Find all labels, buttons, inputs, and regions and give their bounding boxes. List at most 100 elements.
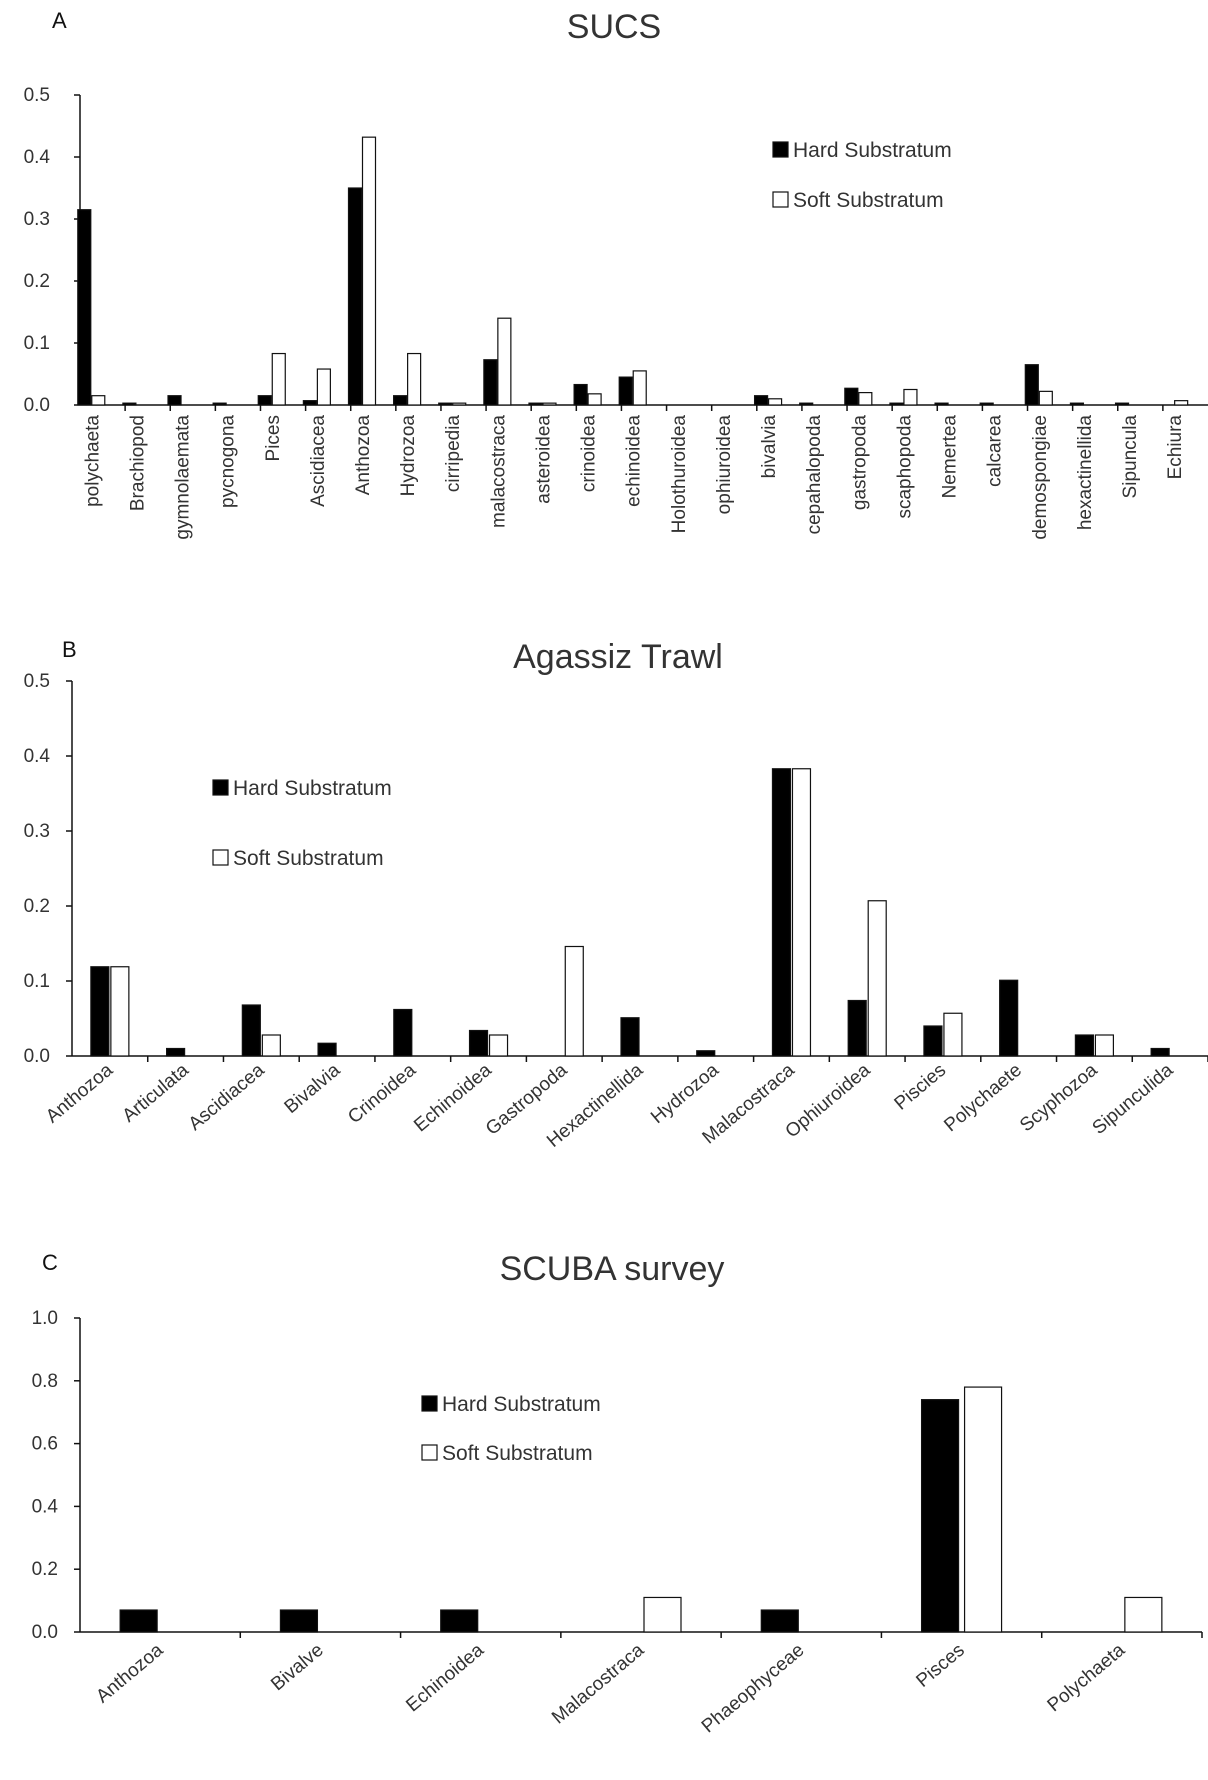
category-label: malacostraca — [488, 415, 509, 528]
bar-soft — [497, 317, 512, 406]
bar-soft — [1038, 390, 1053, 406]
y-tick-label: 0.1 — [24, 333, 50, 354]
y-tick-label: 0.0 — [24, 1046, 50, 1067]
category-label: Piscies — [891, 1060, 951, 1115]
category-label: Bivalvia — [281, 1059, 345, 1117]
category-label: hexactinellida — [1075, 415, 1096, 531]
category-label: Articulata — [119, 1059, 194, 1126]
bar-hard — [317, 1042, 337, 1057]
bar-soft — [903, 388, 918, 406]
bar-soft — [963, 1386, 1003, 1633]
chart-panel-c: C SCUBA survey 0.0 0.2 0.4 0.6 0.8 1.0 Anthozoa B… — [32, 1250, 1203, 1738]
legend: Hard Substratum Soft Substratum — [212, 777, 392, 870]
category-label: Ascidiacea — [185, 1059, 269, 1134]
bar-hard — [696, 1050, 716, 1057]
bar-hard — [1069, 402, 1085, 406]
bar-hard — [468, 1029, 489, 1057]
bar-hard — [920, 1399, 960, 1633]
bar-hard — [122, 402, 137, 406]
bar-hard — [620, 1017, 640, 1057]
category-label: calcarea — [985, 415, 1006, 487]
category-label: Echinoidea — [402, 1639, 488, 1716]
panel-letter: C — [42, 1250, 58, 1275]
bar-hard — [90, 966, 110, 1057]
bar-hard — [760, 1609, 799, 1633]
legend-label: Soft Substratum — [442, 1442, 593, 1465]
y-tick-label: 0.2 — [24, 271, 50, 292]
category-label: scaphopoda — [894, 415, 915, 519]
bar-soft — [858, 392, 873, 406]
category-label: ophiuroidea — [714, 415, 735, 515]
y-tick-label: 0.6 — [32, 1434, 58, 1455]
bar-hard — [573, 383, 588, 406]
bar-soft — [1174, 400, 1189, 406]
bar-hard — [844, 387, 859, 406]
bar-hard — [1074, 1034, 1095, 1057]
category-label: bivalvia — [759, 415, 780, 479]
bar-soft — [452, 402, 467, 406]
y-tick-label: 0.2 — [32, 1559, 58, 1580]
bar-soft — [867, 900, 887, 1057]
category-label: Anthozoa — [353, 415, 374, 496]
y-tick-label: 0.2 — [24, 896, 50, 917]
legend-label: Hard Substratum — [442, 1393, 601, 1416]
category-label: asteroidea — [533, 415, 554, 504]
bar-soft — [791, 768, 812, 1057]
bar-soft — [488, 1034, 509, 1057]
bar-hard — [77, 209, 92, 406]
category-label: Echiura — [1165, 415, 1186, 480]
bar-hard — [799, 402, 814, 406]
legend-swatch-soft — [421, 1444, 438, 1461]
chart-title: Agassiz Trawl — [513, 638, 723, 676]
bar-hard — [166, 1047, 186, 1057]
legend-label: Soft Substratum — [233, 847, 384, 870]
category-label: cirripedia — [443, 415, 464, 493]
category-label: gastropoda — [849, 415, 870, 511]
bar-hard — [167, 395, 182, 406]
y-tick-label: 0.0 — [32, 1622, 58, 1643]
y-tick-label: 0.1 — [24, 971, 50, 992]
category-label: Hydrozoa — [398, 415, 419, 497]
category-label: Malacostraca — [548, 1639, 648, 1728]
bar-hard — [257, 395, 272, 406]
bar-hard — [302, 400, 317, 406]
bar-hard — [934, 402, 949, 406]
bar-soft — [564, 945, 584, 1057]
category-label: Bivalve — [267, 1640, 327, 1695]
bar-hard — [999, 979, 1019, 1057]
category-label: Sipuncula — [1120, 415, 1141, 499]
bar-soft — [91, 395, 106, 406]
chart-title: SCUBA survey — [500, 1250, 725, 1288]
category-label: Ophiuroidea — [782, 1059, 875, 1142]
category-label: Hydrozoa — [647, 1059, 723, 1128]
bar-soft — [407, 352, 422, 406]
legend-swatch-hard — [772, 141, 789, 158]
category-label: Phaeophyceae — [698, 1640, 809, 1738]
category-label: Crinoidea — [344, 1059, 420, 1128]
bar-soft — [316, 368, 331, 406]
category-label: Sipunculida — [1089, 1059, 1178, 1139]
bar-soft — [632, 370, 647, 406]
bar-soft — [643, 1596, 682, 1633]
legend-label: Soft Substratum — [793, 189, 944, 212]
legend: Hard Substratum Soft Substratum — [772, 139, 952, 212]
legend: Hard Substratum Soft Substratum — [421, 1393, 601, 1465]
category-label: Polychaeta — [1044, 1639, 1130, 1716]
chart-panel-b: B Agassiz Trawl 0.0 0.1 0.2 0.3 0.4 0.5 Anthozoa… — [24, 637, 1208, 1152]
bar-hard — [979, 402, 994, 406]
category-label: Anthozoa — [92, 1639, 167, 1707]
bar-hard — [440, 1609, 479, 1633]
legend-swatch-hard — [421, 1395, 438, 1412]
bar-hard — [923, 1025, 943, 1057]
y-tick-label: 0.4 — [32, 1496, 59, 1517]
bar-hard — [241, 1004, 261, 1057]
category-label: crinoidea — [579, 415, 600, 493]
category-label: Nemertea — [940, 415, 961, 499]
legend-swatch-soft — [212, 849, 229, 866]
legend-label: Hard Substratum — [793, 139, 952, 162]
bar-hard — [393, 395, 408, 406]
category-label: gymnolaemata — [173, 415, 194, 540]
bar-soft — [261, 1034, 281, 1057]
panel-letter: A — [52, 8, 67, 33]
